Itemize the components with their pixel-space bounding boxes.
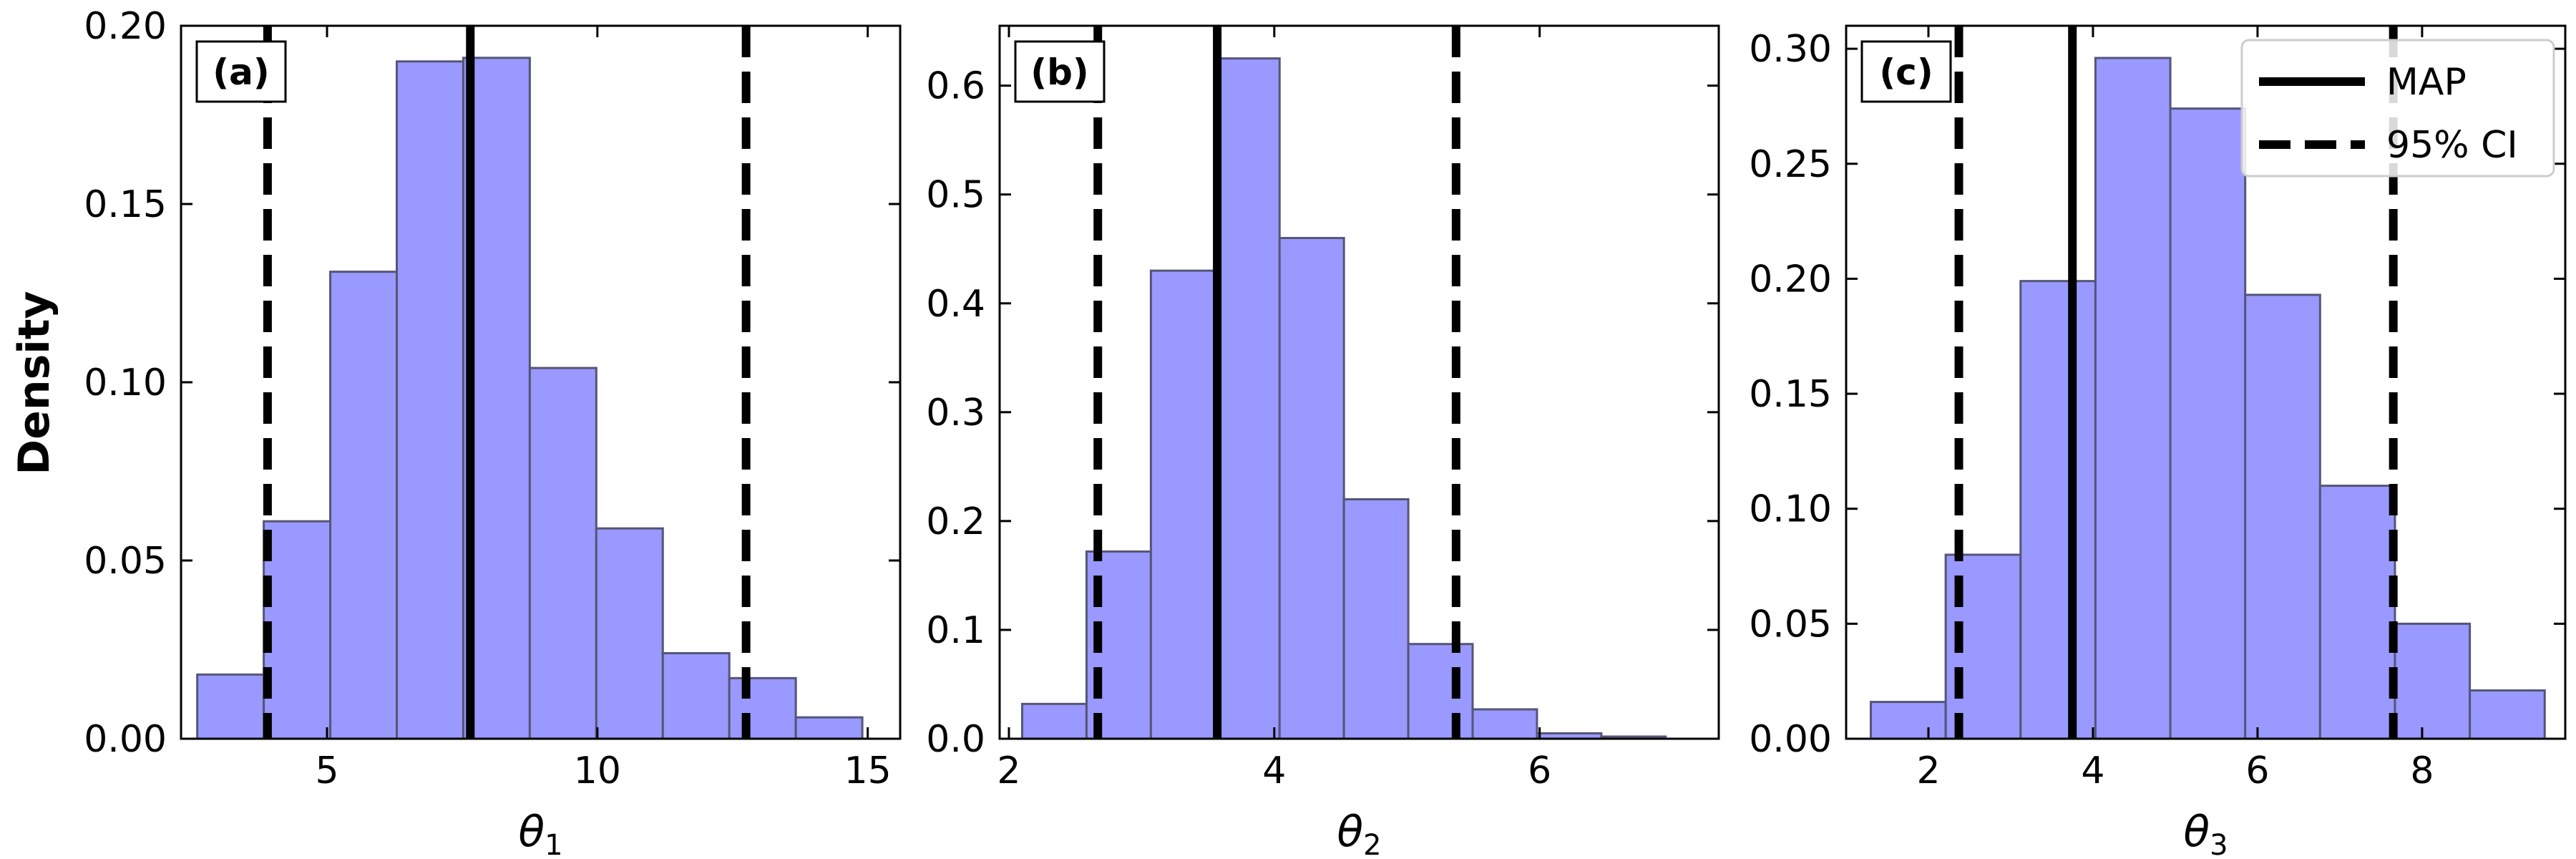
x-tick-label: 4 bbox=[2081, 749, 2104, 792]
histogram-bar bbox=[1407, 643, 1474, 739]
histogram-bar bbox=[2094, 57, 2172, 739]
y-tick-label: 0.5 bbox=[926, 174, 985, 217]
panel-2: 2 4 6 0.0 0.1 0.2 0.3 0.4 0.5 0.6 θ2 (b) bbox=[926, 24, 1720, 859]
y-tick-label: 0.00 bbox=[1749, 718, 1832, 761]
histogram-bar bbox=[2318, 485, 2396, 739]
histogram-bar bbox=[2394, 622, 2472, 739]
histogram-bar bbox=[1149, 269, 1216, 739]
x-axis-label: θ1 bbox=[518, 807, 562, 859]
panel-label: (a) bbox=[213, 52, 269, 93]
histogram-bar bbox=[528, 367, 597, 739]
legend-label: MAP bbox=[2386, 61, 2467, 104]
x-axis-label-subscript: 1 bbox=[545, 829, 562, 859]
axes-frame bbox=[1845, 24, 2567, 740]
y-tick-label: 0.25 bbox=[1749, 143, 1832, 186]
y-axis-label: Density bbox=[9, 291, 59, 475]
x-tick-label: 10 bbox=[574, 749, 621, 792]
y-tick-label: 0.0 bbox=[926, 718, 985, 761]
histogram-bar bbox=[2169, 107, 2247, 739]
y-tick-label: 0.20 bbox=[1749, 258, 1832, 301]
plot-area bbox=[196, 26, 864, 739]
histogram-bar bbox=[396, 60, 464, 739]
panel-label-box bbox=[1860, 40, 1952, 103]
x-axis-label: θ2 bbox=[1337, 807, 1381, 859]
histogram-bar bbox=[595, 527, 664, 739]
y-tick-label: 0.05 bbox=[1749, 603, 1832, 646]
histogram-bar bbox=[794, 716, 864, 739]
y-tick-label: 0.6 bbox=[926, 65, 985, 108]
x-tick-label: 8 bbox=[2410, 749, 2434, 792]
panel-3: 2 4 6 8 0.00 0.05 0.10 0.15 0.20 0.25 0.30 θ3 (c) MAP… bbox=[1749, 24, 2567, 859]
histogram-bar bbox=[196, 673, 265, 739]
histogram-bar bbox=[263, 520, 332, 739]
panel-label-box bbox=[195, 40, 287, 103]
axes-frame bbox=[998, 24, 1720, 740]
y-tick-label: 0.2 bbox=[926, 500, 985, 543]
histogram-bar bbox=[1342, 498, 1410, 739]
y-tick-label: 0.4 bbox=[926, 283, 985, 326]
panel-label: (b) bbox=[1030, 52, 1089, 93]
y-tick-label: 0.30 bbox=[1749, 28, 1832, 71]
y-tick-label: 0.10 bbox=[1749, 488, 1832, 531]
x-axis-label: θ3 bbox=[2183, 807, 2228, 859]
x-tick-label: 6 bbox=[2245, 749, 2269, 792]
panel-label: (c) bbox=[1879, 52, 1933, 93]
y-tick-label: 0.1 bbox=[926, 609, 985, 652]
histogram-bar bbox=[1214, 57, 1281, 739]
histogram-bar bbox=[2244, 293, 2321, 739]
plot-area bbox=[1021, 26, 1667, 739]
panel-1: 5 10 15 0.00 0.05 0.10 0.15 0.20 θ1 (a) bbox=[84, 5, 902, 859]
histogram-bar bbox=[1471, 708, 1538, 739]
histogram-bar bbox=[661, 651, 731, 739]
histogram-bar bbox=[2469, 689, 2546, 739]
histogram-bar bbox=[1278, 237, 1345, 739]
x-tick-label: 2 bbox=[997, 749, 1020, 792]
histogram-bar bbox=[1021, 702, 1088, 739]
y-tick-label: 0.05 bbox=[84, 540, 167, 583]
histogram-bar bbox=[329, 271, 399, 739]
y-tick-label: 0.00 bbox=[84, 718, 167, 761]
x-tick-label: 6 bbox=[1528, 749, 1551, 792]
y-tick-label: 0.20 bbox=[84, 5, 167, 48]
x-tick-label: 4 bbox=[1262, 749, 1286, 792]
x-axis-label-subscript: 2 bbox=[1363, 829, 1381, 859]
y-tick-label: 0.15 bbox=[1749, 373, 1832, 416]
plot-area bbox=[1869, 26, 2546, 739]
y-tick-label: 0.10 bbox=[84, 361, 167, 404]
x-axis-label-subscript: 3 bbox=[2210, 829, 2228, 859]
x-tick-label: 5 bbox=[315, 749, 338, 792]
histogram-bar bbox=[1869, 701, 1947, 739]
y-tick-label: 0.15 bbox=[84, 183, 167, 226]
legend-label: 95% CI bbox=[2386, 124, 2518, 167]
x-tick-label: 2 bbox=[1916, 749, 1940, 792]
x-tick-label: 15 bbox=[844, 749, 892, 792]
panel-label-box bbox=[1014, 40, 1106, 103]
histogram-bar bbox=[728, 676, 797, 739]
histogram-bar bbox=[2019, 280, 2097, 739]
y-tick-label: 0.3 bbox=[926, 392, 985, 435]
